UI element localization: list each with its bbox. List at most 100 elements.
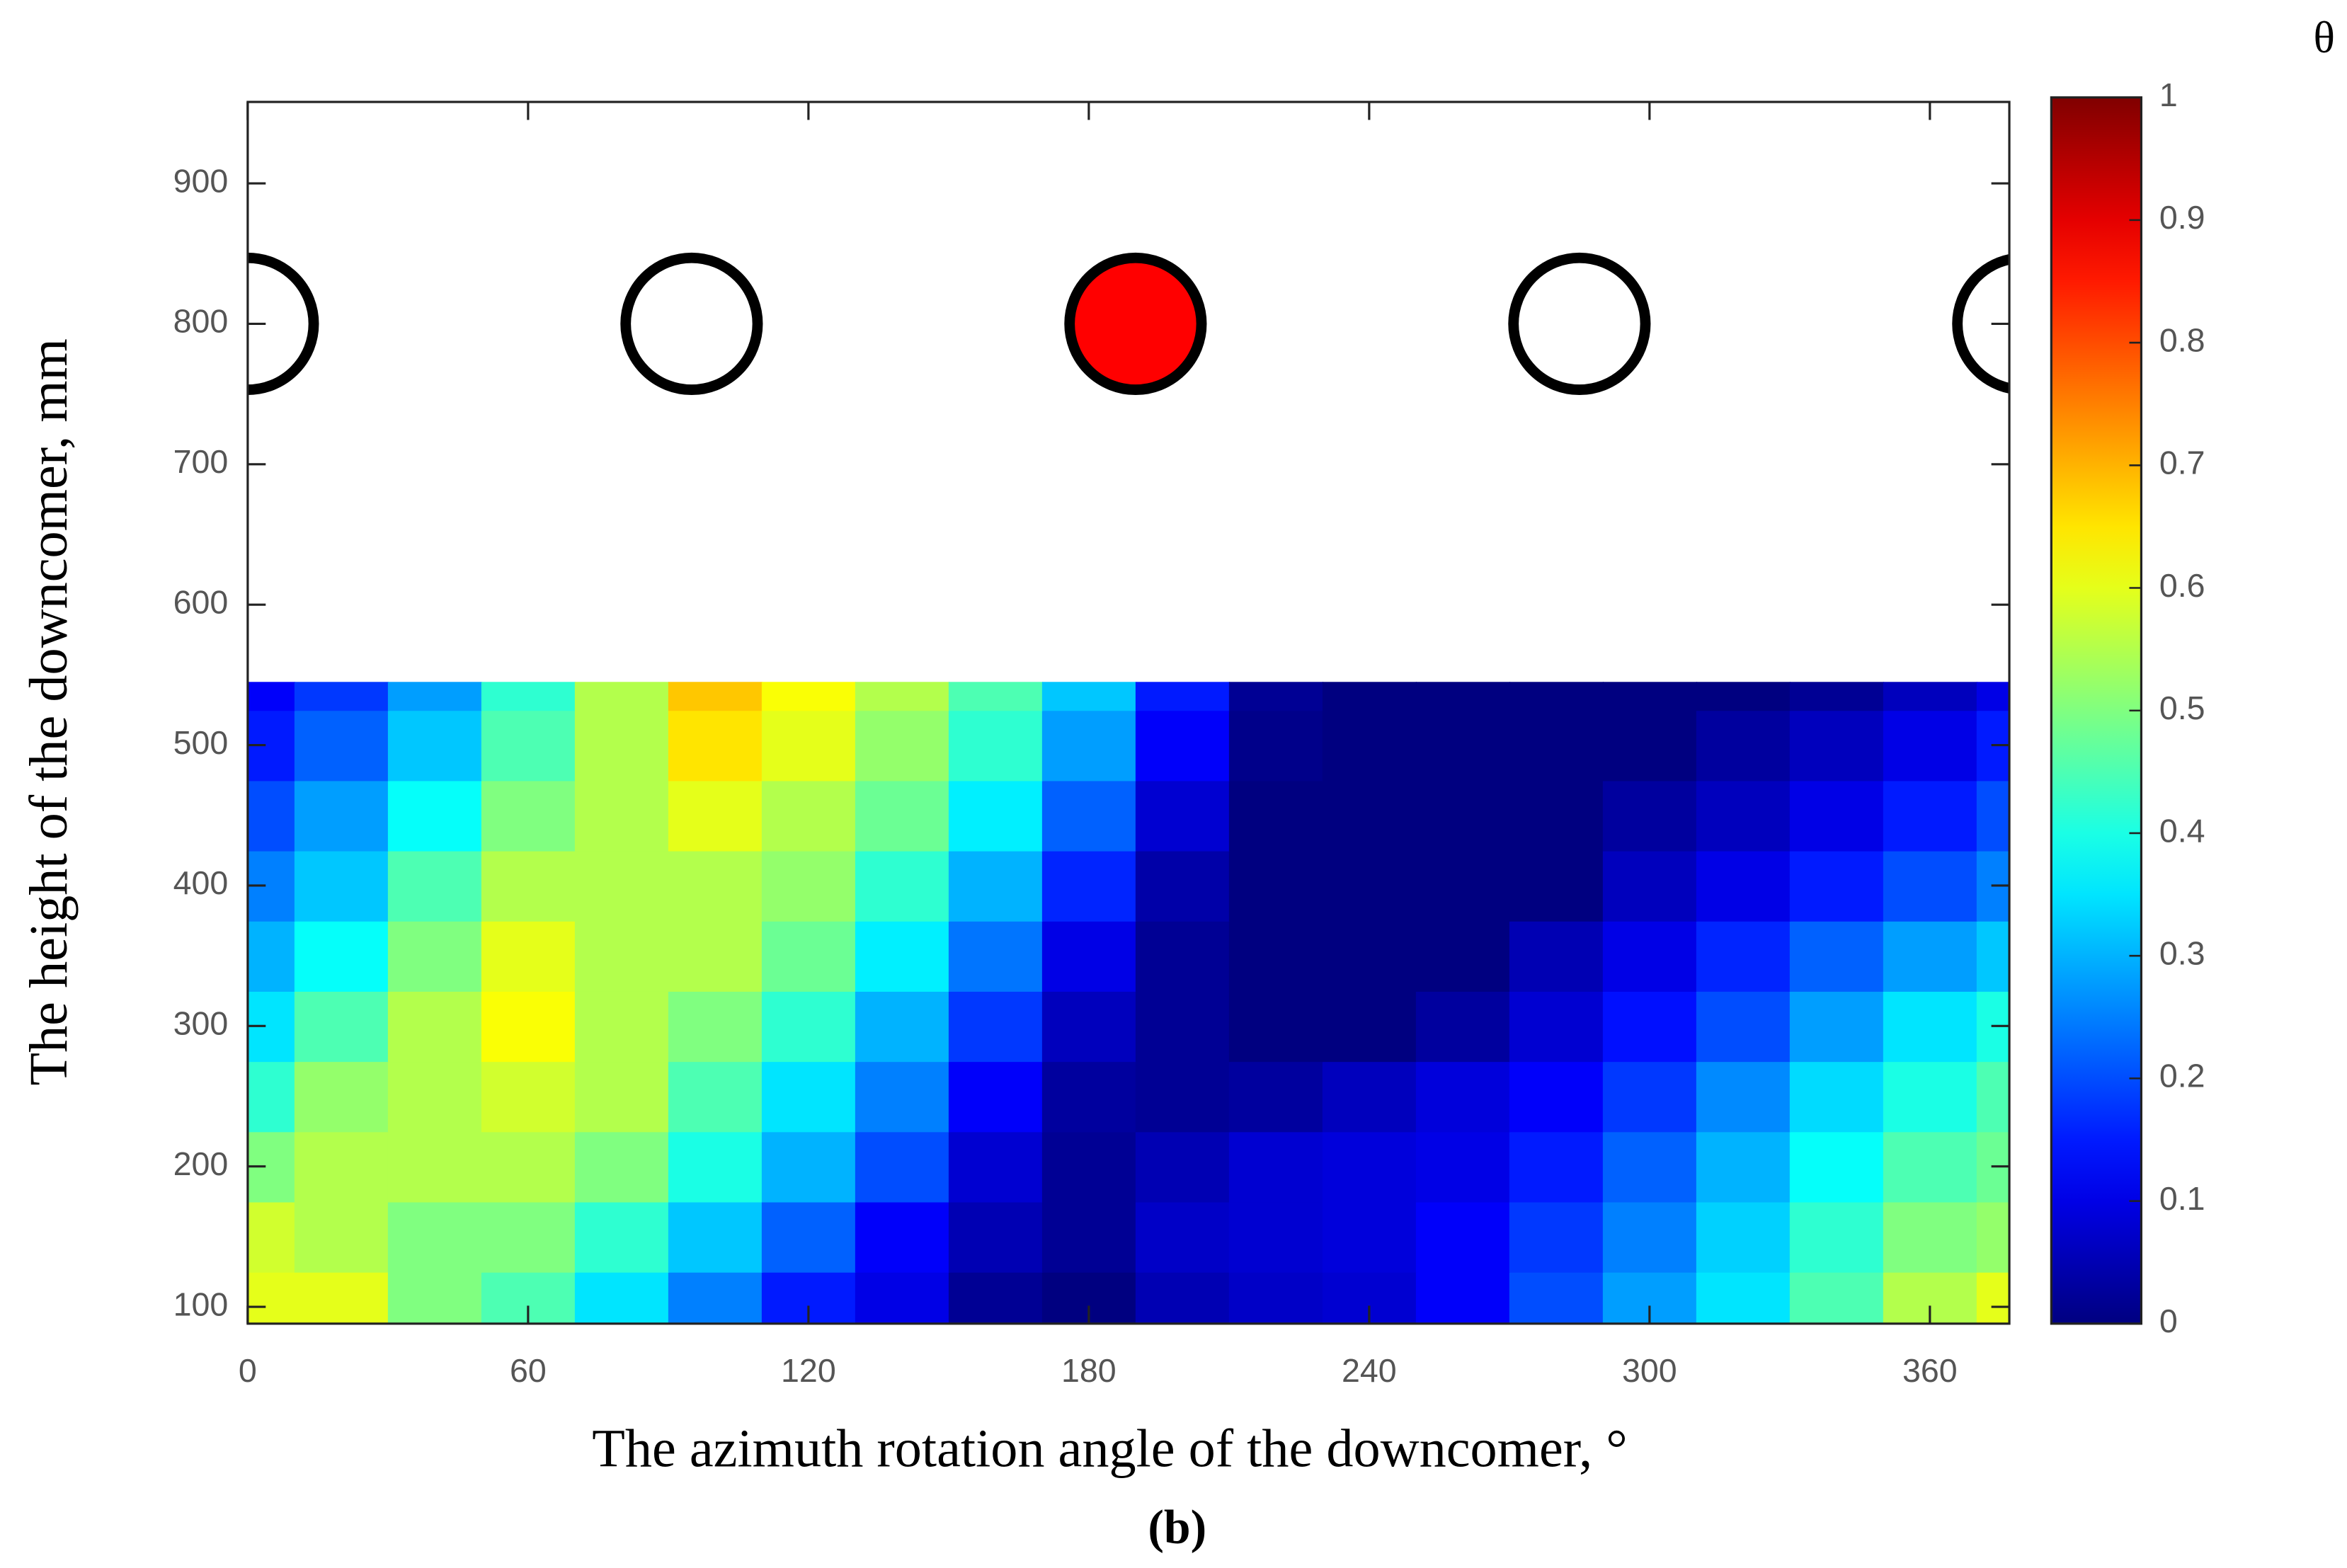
contour-cell: [1322, 850, 1417, 922]
contour-cell: [574, 990, 670, 1063]
contour-cell: [761, 709, 857, 782]
contour-cell: [668, 709, 763, 782]
contour-cell: [761, 1060, 857, 1133]
y-tick-label: 400: [173, 864, 229, 901]
contour-cell: [855, 780, 950, 852]
contour-cell: [1415, 920, 1511, 992]
contour-cell: [387, 682, 483, 711]
contour-cell: [761, 920, 857, 992]
contour-cell: [1789, 1060, 1885, 1133]
contour-cell: [1322, 1201, 1417, 1273]
contour-cell: [387, 709, 483, 782]
contour-cell: [1322, 1060, 1417, 1133]
contour-cell: [574, 1201, 670, 1273]
contour-cell: [761, 1201, 857, 1273]
contour-cell: [1696, 920, 1791, 992]
contour-cell: [1228, 1131, 1324, 1203]
contour-cell: [1135, 682, 1230, 711]
contour-cell: [247, 1060, 296, 1133]
x-tick-label: 0: [239, 1352, 257, 1389]
contour-cell: [1602, 780, 1698, 852]
contour-cell: [1135, 1271, 1230, 1324]
contour-cell: [1509, 1201, 1604, 1273]
contour-cell: [1041, 682, 1137, 711]
contour-cell: [1883, 850, 1978, 922]
contour-cell: [668, 850, 763, 922]
contour-cell: [247, 1271, 296, 1324]
x-axis-label: The azimuth rotation angle of the downco…: [592, 1419, 1627, 1479]
colorbar-tick-label: 0.9: [2159, 199, 2205, 236]
contour-cell: [1509, 780, 1604, 852]
contour-cell: [574, 682, 670, 711]
contour-cell: [387, 1060, 483, 1133]
contour-cell: [1789, 709, 1885, 782]
contour-cell: [481, 780, 576, 852]
contour-cell: [1602, 709, 1698, 782]
contour-cell: [948, 920, 1044, 992]
contour-cell: [294, 1060, 389, 1133]
contour-cell: [294, 1201, 389, 1273]
inlet-marker: [247, 252, 319, 395]
contour-cell: [761, 1131, 857, 1203]
contour-cell: [1696, 682, 1791, 711]
contour-cell: [1228, 1201, 1324, 1273]
contour-cell: [1883, 1201, 1978, 1273]
contour-cell: [1696, 709, 1791, 782]
inlet-marker: [1952, 253, 2010, 394]
contour-cell: [668, 682, 763, 711]
contour-cell: [1602, 682, 1698, 711]
contour-cell: [1415, 1201, 1511, 1273]
contour-cell: [1322, 990, 1417, 1063]
contour-cell: [574, 1060, 670, 1133]
contour-cell: [761, 990, 857, 1063]
x-tick-label: 360: [1902, 1352, 1958, 1389]
contour-cell: [1322, 709, 1417, 782]
contour-cell: [481, 682, 576, 711]
contour-cell: [1696, 1060, 1791, 1133]
contour-cell: [1976, 780, 2010, 852]
contour-cell: [1228, 709, 1324, 782]
contour-cell: [1135, 990, 1230, 1063]
contour-cell: [1509, 709, 1604, 782]
contour-cell: [481, 990, 576, 1063]
contour-cell: [1415, 1060, 1511, 1133]
contour-cell: [387, 850, 483, 922]
contour-cell: [1228, 920, 1324, 992]
contour-cell: [1696, 1271, 1791, 1324]
contour-cell: [294, 682, 389, 711]
contour-cell: [294, 780, 389, 852]
contour-cell: [948, 990, 1044, 1063]
contour-cell: [1696, 780, 1791, 852]
contour-cell: [1602, 1131, 1698, 1203]
contour-cell: [1696, 990, 1791, 1063]
contour-cell: [1789, 920, 1885, 992]
contour-cell: [294, 920, 389, 992]
contour-cell: [1789, 682, 1885, 711]
colorbar-tick-label: 0: [2159, 1303, 2178, 1339]
contour-cell: [668, 1271, 763, 1324]
contour-cell: [948, 709, 1044, 782]
contour-cell: [1602, 920, 1698, 992]
contour-cell: [1509, 1271, 1604, 1324]
contour-cell: [294, 990, 389, 1063]
y-axis-label: The height of the downcomer, mm: [19, 338, 79, 1085]
contour-cell: [1228, 780, 1324, 852]
contour-cell: [1602, 1201, 1698, 1273]
contour-cell: [1976, 682, 2010, 711]
contour-cell: [247, 780, 296, 852]
contour-cell: [1228, 990, 1324, 1063]
contour-cell: [1976, 920, 2010, 992]
contour-cell: [1041, 1131, 1137, 1203]
x-tick-label: 240: [1342, 1352, 1397, 1389]
x-tick-label: 180: [1061, 1352, 1117, 1389]
contour-cell: [1602, 990, 1698, 1063]
contour-cell: [481, 920, 576, 992]
contour-cell: [855, 1201, 950, 1273]
contour-cell: [668, 1201, 763, 1273]
contour-cell: [294, 1271, 389, 1324]
contour-cell: [1789, 1201, 1885, 1273]
contour-cell: [387, 780, 483, 852]
contour-cell: [481, 850, 576, 922]
contour-cell: [1135, 780, 1230, 852]
